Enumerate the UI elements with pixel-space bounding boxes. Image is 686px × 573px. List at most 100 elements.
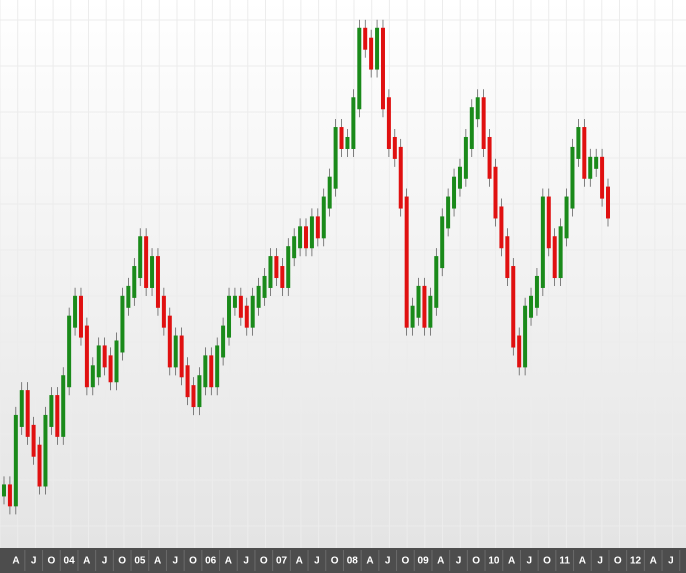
price-bar — [37, 444, 42, 487]
price-bar — [546, 196, 551, 249]
price-bar — [244, 305, 249, 328]
x-tick-label: A — [225, 556, 232, 567]
price-bar — [410, 305, 415, 328]
price-bar — [102, 345, 107, 368]
price-bar — [7, 484, 12, 507]
x-tick-label: J — [668, 556, 674, 567]
price-bar — [404, 196, 409, 328]
price-bar — [380, 27, 385, 110]
x-tick-label: O — [260, 556, 268, 567]
x-tick-label: O — [48, 556, 56, 567]
price-bar — [321, 196, 326, 239]
price-bar — [298, 226, 303, 249]
x-tick-label: J — [173, 556, 179, 567]
price-bar — [505, 236, 510, 279]
x-tick-label: O — [472, 556, 480, 567]
price-bar — [84, 325, 89, 388]
price-bar — [78, 295, 83, 338]
price-bar — [25, 390, 30, 437]
price-bar — [144, 236, 149, 288]
price-bar — [481, 97, 486, 149]
price-bar — [90, 365, 95, 388]
price-bar — [422, 285, 427, 328]
x-tick-label: O — [189, 556, 197, 567]
price-bar — [434, 256, 439, 308]
x-tick-label: A — [83, 556, 90, 567]
price-bar — [227, 295, 232, 338]
price-bar — [155, 256, 160, 308]
x-tick-label: 10 — [488, 556, 500, 567]
x-tick-label: 09 — [418, 556, 430, 567]
price-bar — [600, 156, 605, 199]
price-bar — [161, 295, 166, 328]
price-bar — [534, 275, 539, 308]
x-tick-label: 07 — [276, 556, 288, 567]
price-bar — [286, 246, 291, 288]
price-bar — [369, 37, 374, 70]
x-tick-label: A — [12, 556, 19, 567]
price-bar — [351, 97, 356, 149]
price-bar — [315, 216, 320, 239]
price-bar — [280, 266, 285, 288]
price-bar — [203, 355, 208, 388]
price-bar — [517, 335, 522, 368]
x-tick-label: J — [314, 556, 320, 567]
price-bar — [463, 136, 468, 179]
price-bar — [73, 295, 78, 328]
price-bar — [540, 196, 545, 288]
price-bar — [392, 136, 397, 159]
price-bar — [31, 424, 36, 457]
price-bar — [55, 395, 60, 437]
price-bar — [250, 295, 255, 328]
price-bar — [209, 355, 214, 388]
x-tick-label: O — [614, 556, 622, 567]
x-tick-label: A — [579, 556, 586, 567]
price-bar — [274, 256, 279, 279]
price-bar — [357, 27, 362, 110]
x-tick-label: A — [296, 556, 303, 567]
x-tick-label: 08 — [347, 556, 359, 567]
price-bar — [197, 375, 202, 408]
price-bar — [256, 285, 261, 308]
price-bar — [191, 385, 196, 408]
price-bar — [416, 285, 421, 318]
price-bar — [19, 390, 24, 427]
x-tick-label: A — [437, 556, 444, 567]
x-tick-label: J — [597, 556, 603, 567]
price-bar — [499, 206, 504, 249]
x-tick-label: 11 — [559, 556, 570, 567]
x-tick-label: A — [366, 556, 373, 567]
price-bar — [529, 295, 534, 318]
price-bar — [327, 176, 332, 209]
price-bar — [469, 107, 474, 149]
price-bar — [96, 345, 101, 378]
price-bar — [398, 146, 403, 209]
price-bar — [61, 375, 66, 437]
price-bar — [309, 216, 314, 249]
price-bar — [511, 266, 516, 348]
price-bar — [215, 345, 220, 388]
x-tick-label: 04 — [64, 556, 76, 567]
price-bar — [552, 236, 557, 279]
x-tick-label: O — [402, 556, 410, 567]
x-tick-label: A — [154, 556, 161, 567]
price-bar — [375, 27, 380, 70]
x-tick-label: J — [243, 556, 249, 567]
price-bar — [475, 97, 480, 120]
price-bar — [345, 136, 350, 149]
x-tick-label: 12 — [630, 556, 642, 567]
price-bar — [487, 136, 492, 179]
price-bar — [108, 355, 113, 383]
price-bar — [304, 226, 308, 249]
price-bar — [292, 236, 297, 259]
x-tick-label: J — [456, 556, 462, 567]
price-bar — [114, 340, 119, 383]
price-bar — [363, 27, 368, 50]
price-bar — [173, 335, 178, 368]
price-bar — [49, 395, 54, 427]
price-bar — [594, 156, 599, 169]
x-tick-label: 05 — [134, 556, 146, 567]
price-bar — [606, 186, 610, 219]
price-bar — [588, 156, 593, 179]
